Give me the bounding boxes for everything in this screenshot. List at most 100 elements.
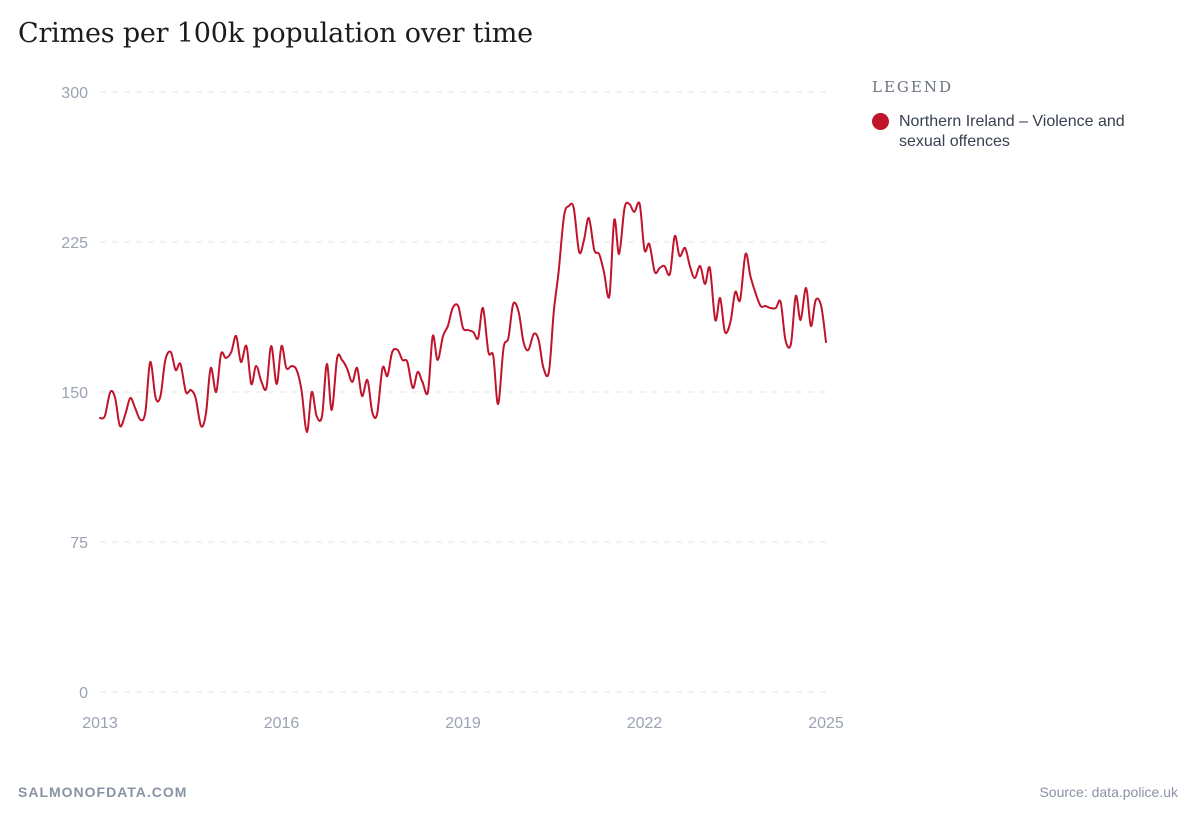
data-point[interactable] — [525, 347, 531, 353]
data-point[interactable] — [782, 337, 788, 343]
data-point[interactable] — [732, 289, 738, 295]
data-point[interactable] — [505, 335, 511, 341]
data-point[interactable] — [692, 275, 698, 281]
data-point[interactable] — [536, 337, 542, 343]
data-point[interactable] — [556, 269, 562, 275]
data-point[interactable] — [778, 299, 784, 305]
data-point[interactable] — [213, 389, 219, 395]
data-point[interactable] — [389, 349, 395, 355]
data-point[interactable] — [138, 417, 144, 423]
data-point[interactable] — [384, 373, 390, 379]
data-point[interactable] — [283, 365, 289, 371]
data-point[interactable] — [364, 377, 370, 383]
data-point[interactable] — [697, 263, 703, 269]
data-point[interactable] — [712, 317, 718, 323]
data-point[interactable] — [551, 309, 557, 315]
data-point[interactable] — [440, 333, 446, 339]
data-point[interactable] — [571, 205, 577, 211]
data-point[interactable] — [546, 369, 552, 375]
legend-item[interactable]: Northern Ireland – Violence and sexual o… — [872, 112, 1172, 152]
data-point[interactable] — [475, 335, 481, 341]
data-point[interactable] — [455, 303, 461, 309]
data-point[interactable] — [324, 361, 330, 367]
data-point[interactable] — [808, 323, 814, 329]
data-point[interactable] — [606, 293, 612, 299]
data-point[interactable] — [667, 271, 673, 277]
data-point[interactable] — [228, 349, 234, 355]
data-point[interactable] — [465, 327, 471, 333]
data-point[interactable] — [611, 217, 617, 223]
data-point[interactable] — [132, 405, 138, 411]
data-point[interactable] — [263, 385, 269, 391]
data-point[interactable] — [470, 329, 476, 335]
data-point[interactable] — [354, 365, 360, 371]
data-point[interactable] — [198, 423, 204, 429]
data-point[interactable] — [279, 343, 285, 349]
data-point[interactable] — [158, 393, 164, 399]
data-point[interactable] — [561, 213, 567, 219]
data-point[interactable] — [480, 305, 486, 311]
data-point[interactable] — [626, 201, 632, 207]
data-point[interactable] — [253, 363, 259, 369]
data-point[interactable] — [248, 381, 254, 387]
data-point[interactable] — [495, 401, 501, 407]
data-point[interactable] — [586, 215, 592, 221]
data-point[interactable] — [122, 411, 128, 417]
data-point[interactable] — [404, 359, 410, 365]
data-point[interactable] — [380, 365, 386, 371]
data-point[interactable] — [591, 247, 597, 253]
data-point[interactable] — [425, 389, 431, 395]
data-point[interactable] — [501, 345, 507, 351]
data-point[interactable] — [162, 357, 168, 363]
data-point[interactable] — [707, 265, 713, 271]
data-point[interactable] — [112, 395, 118, 401]
data-point[interactable] — [173, 367, 179, 373]
data-point[interactable] — [682, 245, 688, 251]
data-point[interactable] — [298, 387, 304, 393]
data-point[interactable] — [646, 241, 652, 247]
data-point[interactable] — [737, 297, 743, 303]
data-point[interactable] — [540, 365, 546, 371]
data-point[interactable] — [309, 389, 315, 395]
data-point[interactable] — [193, 395, 199, 401]
data-point[interactable] — [339, 357, 345, 363]
data-point[interactable] — [243, 343, 249, 349]
data-point[interactable] — [450, 305, 456, 311]
data-point[interactable] — [410, 385, 416, 391]
data-point[interactable] — [304, 429, 310, 435]
data-point[interactable] — [177, 361, 183, 367]
data-point[interactable] — [223, 355, 229, 361]
data-point[interactable] — [637, 201, 643, 207]
data-point[interactable] — [752, 289, 758, 295]
data-point[interactable] — [188, 387, 194, 393]
data-point[interactable] — [147, 359, 153, 365]
data-point[interactable] — [531, 331, 537, 337]
data-point[interactable] — [773, 305, 779, 311]
data-point[interactable] — [319, 413, 325, 419]
data-point[interactable] — [430, 333, 436, 339]
data-point[interactable] — [168, 349, 174, 355]
data-point[interactable] — [793, 293, 799, 299]
data-point[interactable] — [218, 351, 224, 357]
data-point[interactable] — [652, 269, 658, 275]
data-point[interactable] — [642, 247, 648, 253]
data-point[interactable] — [596, 251, 602, 257]
series-line-0[interactable] — [99, 201, 827, 434]
data-point[interactable] — [727, 319, 733, 325]
data-point[interactable] — [788, 341, 794, 347]
data-point[interactable] — [395, 347, 401, 353]
data-point[interactable] — [510, 301, 516, 307]
data-point[interactable] — [102, 413, 108, 419]
data-point[interactable] — [813, 297, 819, 303]
data-point[interactable] — [672, 233, 678, 239]
data-point[interactable] — [818, 303, 824, 309]
data-point[interactable] — [677, 253, 683, 259]
data-point[interactable] — [581, 237, 587, 243]
data-point[interactable] — [329, 407, 335, 413]
data-point[interactable] — [289, 363, 295, 369]
data-point[interactable] — [374, 411, 380, 417]
data-point[interactable] — [743, 251, 749, 257]
data-point[interactable] — [238, 359, 244, 365]
data-point[interactable] — [127, 395, 133, 401]
data-point[interactable] — [445, 323, 451, 329]
